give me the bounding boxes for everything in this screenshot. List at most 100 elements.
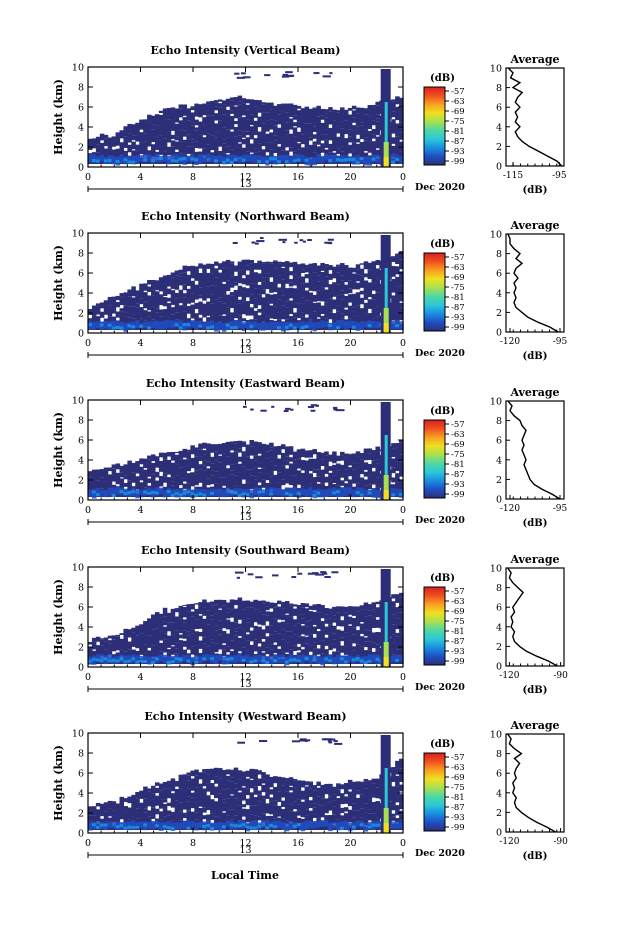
echo-cell-strong xyxy=(123,492,128,496)
echo-cell-strong xyxy=(273,659,278,663)
echo-cell xyxy=(174,298,180,313)
echo-cell xyxy=(158,294,164,306)
echo-cell xyxy=(332,639,337,644)
echo-cell xyxy=(245,104,251,110)
echo-cell xyxy=(158,460,164,472)
echo-cell xyxy=(210,475,215,485)
echo-cell xyxy=(395,286,400,299)
echo-cell xyxy=(320,262,325,271)
echo-cell xyxy=(257,315,262,324)
echo-cell xyxy=(273,125,278,136)
echo-cell xyxy=(253,276,258,284)
echo-cell xyxy=(237,741,246,744)
echo-cell xyxy=(170,608,176,623)
echo-cell xyxy=(241,771,247,787)
echo-cell xyxy=(355,476,361,484)
echo-cell xyxy=(119,308,125,312)
echo-cell xyxy=(221,802,227,812)
echo-cell xyxy=(210,263,215,274)
echo-cell xyxy=(399,784,404,792)
echo-cell xyxy=(190,770,195,777)
echo-cell-strong xyxy=(182,820,188,829)
echo-cell xyxy=(399,285,404,298)
echo-cell-strong xyxy=(399,654,404,662)
echo-cell xyxy=(194,619,199,630)
echo-cell xyxy=(277,146,282,156)
echo-cell-strong xyxy=(288,658,294,662)
echo-cell xyxy=(261,443,266,447)
echo-cell xyxy=(328,608,333,613)
echo-cell xyxy=(221,769,227,785)
echo-cell xyxy=(280,602,286,609)
echo-cell xyxy=(242,405,247,408)
echo-cell xyxy=(182,607,188,618)
echo-cell xyxy=(269,797,274,802)
echo-cell xyxy=(221,114,227,128)
echo-cell xyxy=(280,651,286,658)
echo-cell xyxy=(229,769,235,771)
echo-cell xyxy=(123,482,128,487)
echo-cell xyxy=(154,795,160,806)
echo-cell xyxy=(257,626,262,639)
echo-cell xyxy=(245,137,251,152)
echo-cell xyxy=(277,263,282,276)
echo-cell-strong xyxy=(336,490,341,494)
echo-cell xyxy=(158,452,164,458)
echo-cell xyxy=(280,629,286,635)
echo-cell xyxy=(245,300,251,316)
echo-cell xyxy=(225,294,231,308)
echo-cell xyxy=(308,645,314,652)
echo-cell xyxy=(186,611,191,617)
echo-cell xyxy=(253,776,258,787)
echo-cell xyxy=(375,316,380,327)
echo-cell xyxy=(194,302,199,310)
echo-cell xyxy=(198,443,203,450)
echo-cell xyxy=(202,450,207,455)
echo-cell xyxy=(210,783,215,796)
echo-cell xyxy=(308,781,314,789)
echo-cell xyxy=(190,445,195,455)
echo-cell xyxy=(288,792,294,805)
echo-cell xyxy=(292,451,298,460)
echo-cell xyxy=(198,816,203,826)
echo-cell xyxy=(115,634,121,637)
echo-cell xyxy=(367,463,373,476)
x-tick-label: 4 xyxy=(137,338,143,349)
echo-cell-strong xyxy=(210,657,215,661)
echo-cell xyxy=(257,273,262,283)
echo-cell xyxy=(328,632,333,645)
echo-cell xyxy=(399,442,404,455)
echo-cell xyxy=(174,136,180,141)
echo-cell xyxy=(233,265,239,272)
y-tick-label: 2 xyxy=(78,476,84,487)
colorbar-tick-label: -63 xyxy=(451,597,465,607)
echo-cell xyxy=(154,140,160,150)
echo-cell xyxy=(284,820,290,825)
echo-cell xyxy=(236,76,245,79)
echo-cell xyxy=(249,814,254,822)
echo-cell xyxy=(296,799,302,805)
echo-cell xyxy=(312,648,317,656)
echo-cell xyxy=(221,294,227,304)
echo-cell xyxy=(202,460,207,466)
echo-cell xyxy=(232,241,238,244)
profile-y-tick-label: 0 xyxy=(496,328,502,339)
x-tick-label: 20 xyxy=(344,672,356,683)
echo-cell xyxy=(233,788,239,799)
echo-cell xyxy=(395,618,400,630)
echo-cell-strong xyxy=(328,488,333,497)
echo-cell xyxy=(391,278,396,293)
echo-cell xyxy=(131,135,136,141)
echo-cell xyxy=(217,817,223,824)
echo-cell xyxy=(359,636,365,647)
echo-cell-strong xyxy=(292,155,298,162)
echo-cell xyxy=(322,572,328,575)
profile-y-tick-label: 6 xyxy=(496,269,502,280)
echo-cell xyxy=(135,635,140,640)
echo-cell xyxy=(127,123,132,134)
echo-cell xyxy=(229,452,235,465)
echo-cell xyxy=(241,98,247,104)
echo-cell xyxy=(324,266,329,277)
profile-y-tick-label: 8 xyxy=(496,249,502,260)
echo-cell-strong xyxy=(194,493,199,497)
